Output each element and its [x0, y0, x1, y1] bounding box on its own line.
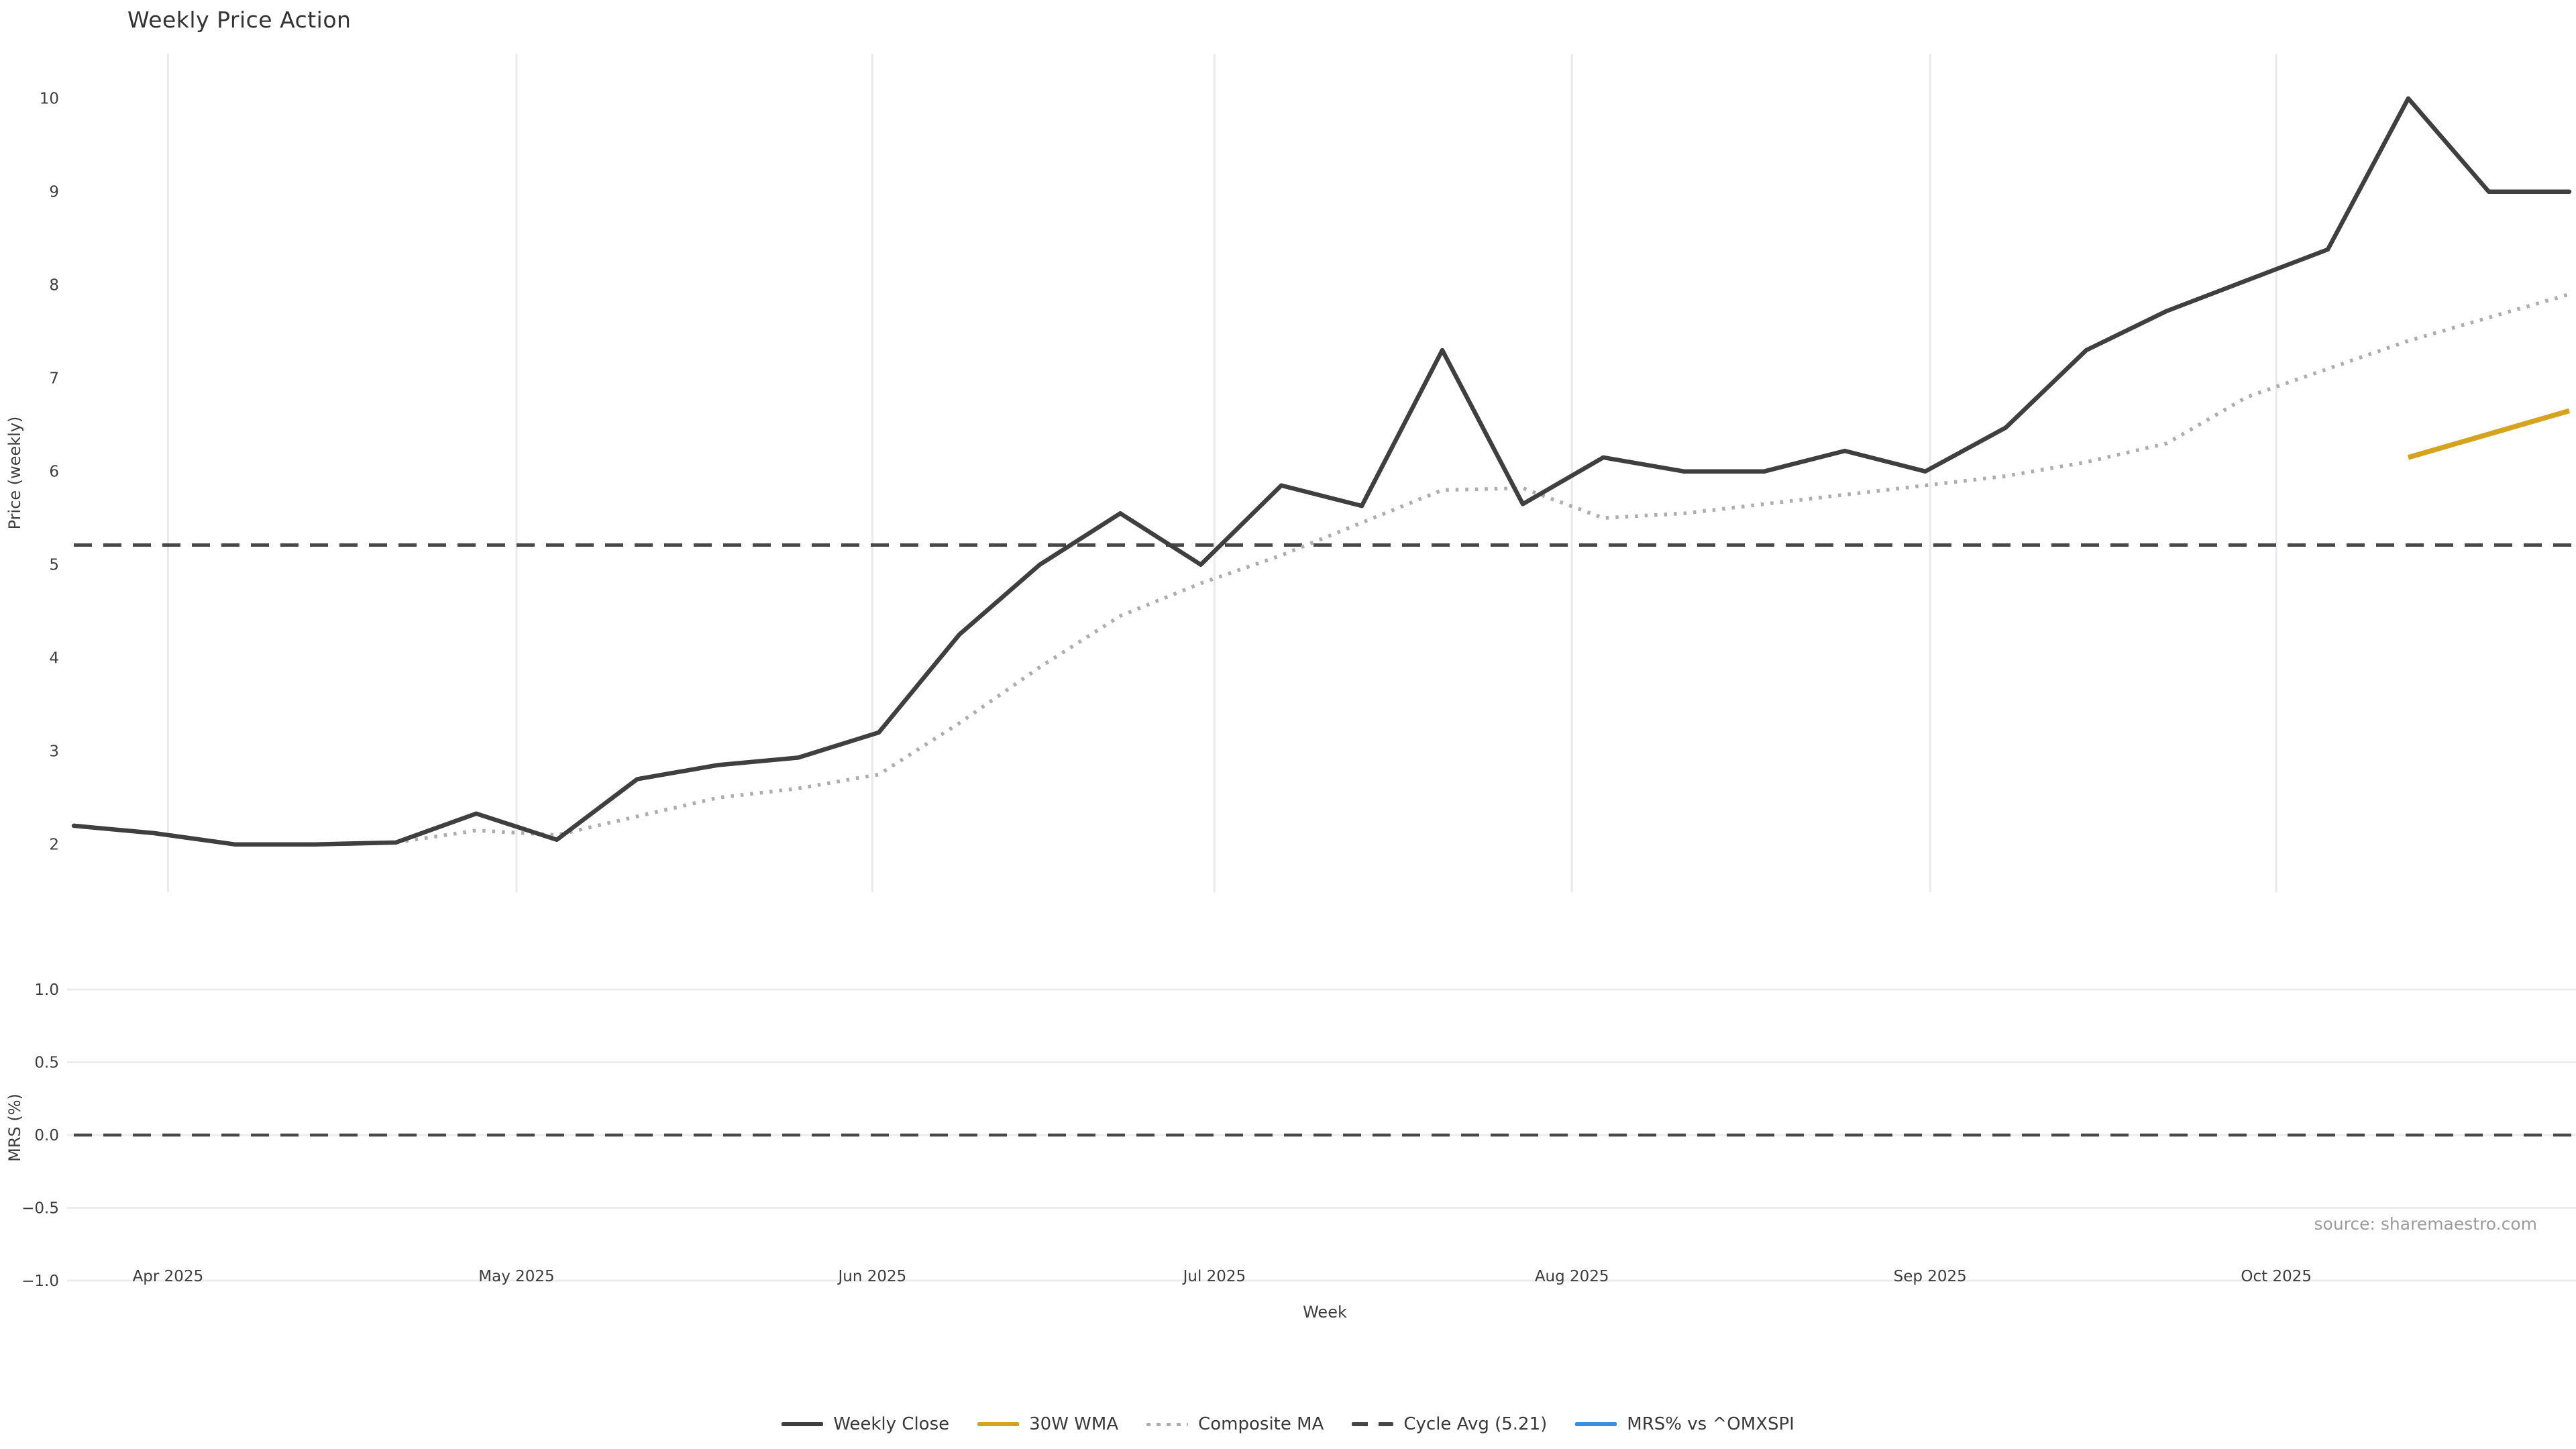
- legend-label: Cycle Avg (5.21): [1403, 1414, 1548, 1434]
- source-note: source: sharemaestro.com: [2314, 1214, 2538, 1234]
- chart-legend: Weekly Close 30W WMA Composite MA Cycle Avg…: [0, 1414, 2576, 1434]
- price-ytick-label: 6: [49, 464, 59, 481]
- price-ytick-label: 9: [49, 184, 59, 201]
- solid-blue-legend-swatch: [1575, 1422, 1617, 1426]
- x-tick-label: Apr 2025: [133, 1268, 204, 1285]
- legend-item: Composite MA: [1146, 1414, 1324, 1434]
- price-axis-title: Price (weekly): [5, 417, 24, 530]
- legend-item: Weekly Close: [782, 1414, 949, 1434]
- mrs-ytick-label: −1.0: [21, 1273, 59, 1290]
- legend-label: 30W WMA: [1029, 1414, 1119, 1434]
- x-axis-title: Week: [1303, 1303, 1347, 1322]
- mrs-axis-title: MRS (%): [5, 1093, 24, 1162]
- legend-label: Composite MA: [1198, 1414, 1324, 1434]
- x-tick-label: Oct 2025: [2241, 1268, 2312, 1285]
- mrs-ytick-label: 0.0: [34, 1127, 59, 1144]
- x-tick-label: Jun 2025: [837, 1268, 907, 1285]
- page-title: Weekly Price Action: [127, 7, 352, 33]
- solid-gold-legend-swatch: [977, 1422, 1020, 1426]
- x-tick-label: Sep 2025: [1894, 1268, 1967, 1285]
- x-tick-label: Aug 2025: [1535, 1268, 1609, 1285]
- composite-ma-line: [395, 292, 2570, 845]
- x-tick-label: May 2025: [478, 1268, 554, 1285]
- price-ytick-label: 10: [40, 91, 59, 108]
- weekly-close-line: [71, 96, 2572, 847]
- legend-item: Cycle Avg (5.21): [1352, 1414, 1547, 1434]
- dotted-gray-legend-swatch: [1146, 1422, 1189, 1426]
- price-ytick-label: 7: [49, 370, 59, 388]
- x-tick-label: Jul 2025: [1182, 1268, 1246, 1285]
- legend-label: MRS% vs ^OMXSPI: [1627, 1414, 1794, 1434]
- legend-item: 30W WMA: [977, 1414, 1118, 1434]
- dashed-dark-legend-swatch: [1352, 1422, 1394, 1426]
- mrs-ytick-label: −0.5: [21, 1200, 59, 1218]
- mrs-ytick-label: 1.0: [34, 981, 59, 999]
- price-ytick-label: 8: [49, 277, 59, 294]
- price-ytick-label: 4: [49, 650, 59, 667]
- price-ytick-label: 3: [49, 743, 59, 761]
- price-ytick-label: 5: [49, 557, 59, 574]
- price-ytick-label: 2: [49, 837, 59, 854]
- legend-item: MRS% vs ^OMXSPI: [1575, 1414, 1794, 1434]
- legend-label: Weekly Close: [833, 1414, 950, 1434]
- mrs-ytick-label: 0.5: [34, 1055, 59, 1072]
- solid-dark-legend-swatch: [782, 1422, 824, 1426]
- wma-30w-line: [2407, 408, 2571, 460]
